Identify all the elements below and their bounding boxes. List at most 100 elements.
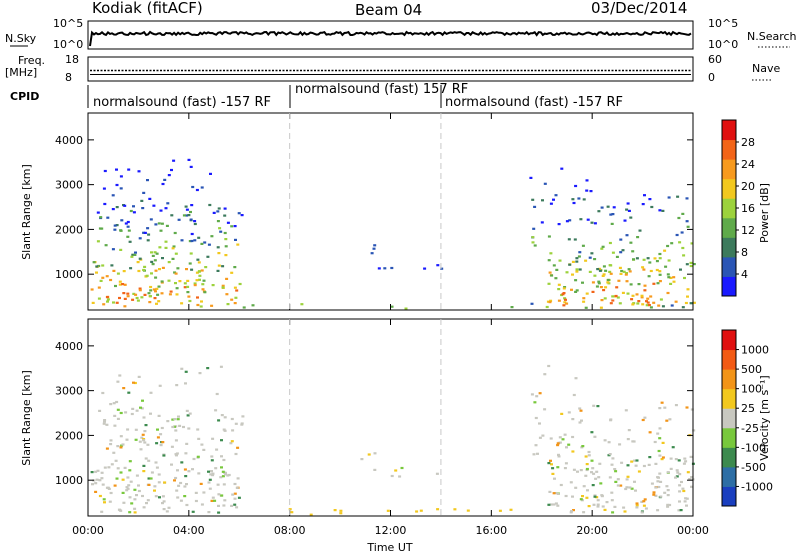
- heatmap-cell: [135, 474, 139, 477]
- heatmap-cell: [339, 512, 343, 515]
- heatmap-cell: [669, 282, 673, 285]
- heatmap-cell: [188, 412, 192, 415]
- heatmap-cell: [164, 246, 168, 249]
- heatmap-cell: [666, 244, 670, 248]
- heatmap-cell: [560, 412, 564, 415]
- heatmap-cell: [106, 216, 110, 219]
- heatmap-cell: [158, 268, 161, 271]
- heatmap-cell: [125, 489, 129, 492]
- heatmap-cell: [574, 184, 578, 188]
- heatmap-cell: [103, 419, 107, 422]
- heatmap-cell: [678, 473, 682, 476]
- y-tick-label: 1000: [55, 474, 83, 487]
- heatmap-cell: [635, 257, 639, 260]
- heatmap-cell: [184, 205, 188, 208]
- heatmap-cell: [143, 231, 147, 234]
- heatmap-cell: [115, 206, 119, 209]
- heatmap-cell: [127, 391, 131, 394]
- heatmap-cell: [223, 207, 227, 210]
- heatmap-cell: [176, 267, 180, 270]
- heatmap-cell: [419, 509, 423, 512]
- heatmap-cell: [185, 208, 189, 211]
- heatmap-cell: [556, 466, 560, 469]
- heatmap-cell: [119, 175, 123, 178]
- heatmap-cell: [190, 268, 194, 271]
- heatmap-cell: [155, 442, 159, 445]
- heatmap-cell: [646, 297, 650, 300]
- heatmap-cell: [100, 471, 104, 474]
- heatmap-cell: [611, 299, 615, 302]
- heatmap-cell: [172, 159, 176, 162]
- heatmap-cell: [185, 409, 189, 412]
- nave-tick-low: 0: [708, 71, 715, 84]
- heatmap-cell: [208, 203, 212, 207]
- heatmap-cell: [157, 473, 161, 476]
- heatmap-cell: [598, 269, 602, 272]
- heatmap-cell: [134, 428, 138, 431]
- heatmap-cell: [97, 297, 101, 300]
- heatmap-cell: [551, 472, 555, 475]
- heatmap-cell: [230, 440, 234, 443]
- heatmap-cell: [627, 268, 631, 271]
- heatmap-cell: [595, 285, 599, 288]
- heatmap-cell: [237, 212, 241, 215]
- heatmap-cell: [133, 488, 137, 491]
- heatmap-cell: [586, 218, 590, 221]
- heatmap-cell: [126, 225, 130, 228]
- heatmap-cell: [186, 291, 190, 294]
- heatmap-cell: [624, 273, 628, 276]
- heatmap-cell: [582, 300, 586, 303]
- heatmap-cell: [233, 266, 237, 269]
- heatmap-cell: [217, 419, 221, 422]
- heatmap-cell: [640, 296, 644, 299]
- heatmap-cell: [224, 254, 228, 257]
- heatmap-cell: [109, 439, 113, 442]
- heatmap-cell: [582, 511, 586, 514]
- heatmap-cell: [638, 229, 642, 232]
- heatmap-cell: [592, 503, 596, 506]
- heatmap-cell: [610, 491, 614, 494]
- colorbar-swatch: [722, 388, 736, 409]
- heatmap-cell: [619, 484, 623, 487]
- heatmap-cell: [174, 252, 178, 255]
- heatmap-cell: [551, 467, 555, 470]
- heatmap-cell: [541, 434, 545, 437]
- heatmap-cell: [156, 428, 159, 431]
- heatmap-cell: [596, 405, 600, 408]
- heatmap-cell: [641, 266, 645, 269]
- heatmap-cell: [216, 246, 220, 249]
- heatmap-cell: [692, 301, 696, 304]
- heatmap-cell: [685, 504, 688, 507]
- heatmap-cell: [652, 282, 656, 285]
- heatmap-cell: [176, 469, 179, 472]
- heatmap-cell: [628, 486, 632, 489]
- heatmap-cell: [563, 301, 567, 304]
- heatmap-cell: [122, 270, 126, 273]
- heatmap-cell: [678, 490, 682, 493]
- heatmap-cell: [132, 211, 136, 214]
- heatmap-cell: [221, 475, 225, 478]
- heatmap-cell: [118, 508, 122, 512]
- heatmap-cell: [131, 407, 135, 410]
- heatmap-cell: [238, 282, 242, 286]
- heatmap-cell: [591, 281, 595, 284]
- heatmap-cell: [552, 492, 556, 495]
- heatmap-cell: [183, 485, 187, 488]
- heatmap-cell: [601, 245, 605, 248]
- heatmap-cell: [158, 246, 162, 249]
- heatmap-cell: [675, 475, 679, 478]
- colorbar-swatch: [722, 256, 736, 277]
- heatmap-cell: [690, 476, 694, 479]
- heatmap-cell: [147, 292, 151, 295]
- heatmap-cell: [155, 466, 159, 469]
- heatmap-cell: [631, 303, 635, 306]
- heatmap-cell: [686, 471, 690, 474]
- heatmap-cell: [176, 496, 180, 499]
- heatmap-cell: [132, 381, 135, 384]
- heatmap-cell: [155, 287, 159, 290]
- heatmap-cell: [625, 272, 628, 275]
- heatmap-cell: [533, 205, 537, 208]
- heatmap-cell: [670, 304, 674, 307]
- heatmap-cell: [177, 218, 181, 221]
- heatmap-cell: [141, 207, 145, 210]
